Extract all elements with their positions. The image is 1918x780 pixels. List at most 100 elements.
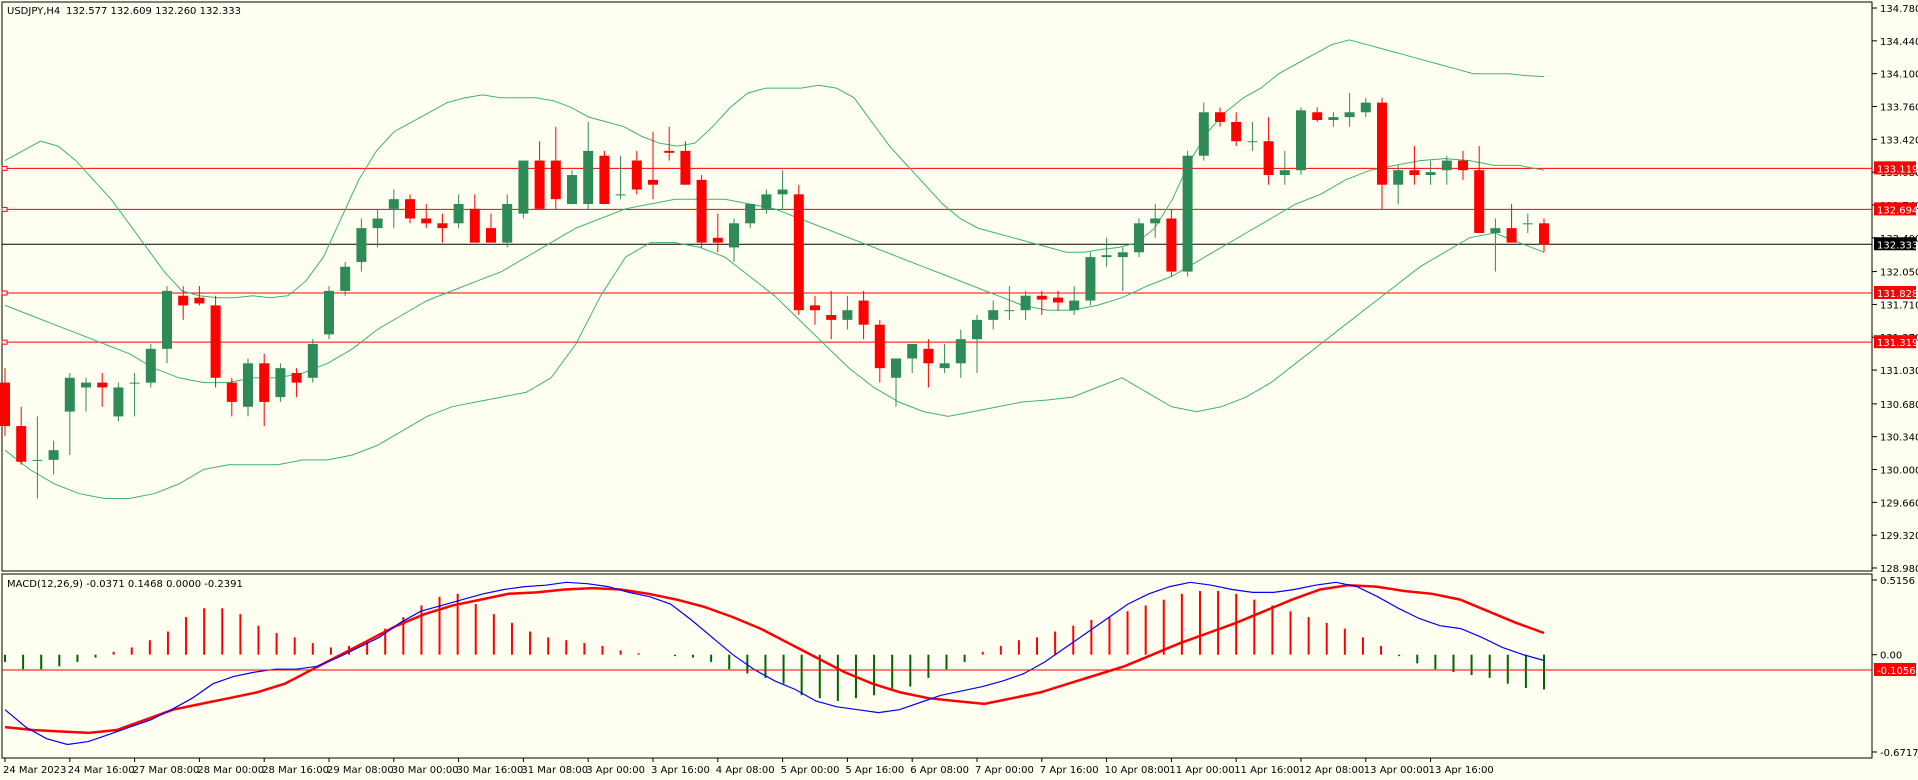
candle-body	[696, 179, 707, 243]
candle-body	[291, 372, 302, 383]
candle-body	[1053, 297, 1063, 303]
candle-body	[1020, 295, 1031, 311]
candle-body	[923, 348, 934, 364]
candle-body	[16, 426, 27, 462]
candle-body	[64, 377, 75, 412]
candle-body	[1344, 112, 1355, 118]
price-level-label: 132.694	[1877, 205, 1918, 216]
candle-body	[712, 237, 723, 243]
price-tick-label: 133.760	[1880, 102, 1918, 113]
candle-body	[1134, 223, 1144, 253]
candle-body	[842, 310, 853, 320]
price-axis: 134.780134.440134.100133.760133.420133.0…	[1872, 4, 1918, 575]
candle-body	[259, 363, 270, 402]
candle-body	[1506, 228, 1517, 243]
price-tick-label: 130.680	[1880, 400, 1918, 411]
price-tick-label: 129.660	[1880, 498, 1918, 509]
candle-body	[437, 223, 448, 229]
price-level-tag	[1874, 335, 1916, 349]
current-price-tag	[1874, 237, 1916, 251]
time-tick-label: 4 Apr 08:00	[716, 765, 775, 776]
header-symbol: USDJPY,H4	[7, 6, 60, 17]
candle-body	[858, 300, 869, 325]
candle-body	[891, 358, 901, 378]
candle-body	[518, 160, 529, 214]
time-tick-label: 11 Apr 00:00	[1169, 765, 1234, 776]
candle-body	[1522, 223, 1533, 225]
candle-body	[194, 297, 205, 304]
price-tick-label: 130.340	[1880, 433, 1918, 444]
macd-tick-label: 0.00	[1880, 651, 1902, 662]
candle-body	[615, 194, 626, 196]
candle-body	[1474, 170, 1485, 233]
candle-body	[1085, 257, 1096, 301]
candle-body	[972, 319, 982, 340]
candle-body	[1182, 155, 1193, 272]
candle-body	[567, 175, 577, 204]
candle-body	[1101, 255, 1112, 258]
time-tick-label: 31 Mar 08:00	[521, 765, 588, 776]
time-tick-label: 3 Apr 16:00	[651, 765, 710, 776]
candlesticks	[0, 92, 1549, 499]
candle-body	[356, 228, 367, 262]
price-tick-label: 133.420	[1880, 135, 1918, 146]
price-tick-label: 129.320	[1880, 531, 1918, 542]
candle-body	[1069, 300, 1080, 311]
candle-body	[307, 344, 318, 378]
candle-body	[1166, 218, 1177, 272]
candle-body	[1247, 141, 1258, 143]
current-price-label: 132.333	[1877, 240, 1918, 251]
candle-body	[145, 348, 156, 383]
candle-body	[664, 150, 675, 153]
candle-body	[761, 194, 772, 209]
macd-axis: 0.5156 0.00 -0.6717 -0.1056	[2, 576, 1918, 759]
header-ohlc: 132.577 132.609 132.260 132.333	[66, 6, 241, 17]
candle-body	[1328, 117, 1339, 120]
time-tick-label: 7 Apr 00:00	[975, 765, 1034, 776]
candle-body	[324, 290, 334, 335]
candle-body	[162, 290, 172, 349]
candle-body	[826, 315, 837, 320]
candle-body	[486, 228, 496, 243]
price-level-handle	[1, 165, 8, 171]
candle-body	[680, 150, 691, 185]
candle-body	[97, 382, 108, 388]
candle-body	[275, 368, 286, 398]
candle-body	[1296, 110, 1306, 171]
time-tick-label: 6 Apr 08:00	[910, 765, 969, 776]
candle-body	[907, 344, 918, 359]
price-level-handle	[1, 290, 8, 296]
price-level-tag	[1874, 202, 1916, 216]
time-tick-label: 12 Apr 08:00	[1299, 765, 1364, 776]
candle-body	[1539, 223, 1549, 245]
candle-body	[810, 305, 820, 311]
macd-histogram	[4, 590, 1545, 702]
time-tick-label: 27 Mar 08:00	[133, 765, 200, 776]
macd-level-label: -0.1056	[1877, 666, 1916, 677]
price-tick-label: 134.440	[1880, 37, 1918, 48]
candle-body	[729, 223, 739, 248]
price-levels	[1, 165, 1872, 345]
time-tick-label: 10 Apr 08:00	[1105, 765, 1170, 776]
time-tick-label: 5 Apr 00:00	[781, 765, 840, 776]
candle-body	[583, 150, 594, 204]
macd-lines	[4, 581, 1545, 746]
bollinger-upper	[4, 39, 1545, 299]
price-level-tag	[1874, 161, 1916, 175]
candle-body	[1198, 112, 1209, 156]
candle-body	[48, 450, 59, 460]
candle-body	[1377, 102, 1387, 185]
candle-body	[226, 382, 237, 402]
time-tick-label: 28 Mar 00:00	[197, 765, 264, 776]
candle-body	[874, 324, 885, 369]
candle-body	[1004, 310, 1015, 312]
time-tick-label: 11 Apr 16:00	[1234, 765, 1299, 776]
price-tick-label: 132.050	[1880, 268, 1918, 279]
time-tick-label: 7 Apr 16:00	[1040, 765, 1099, 776]
candle-body	[534, 160, 545, 209]
candle-body	[1231, 121, 1242, 142]
candle-body	[0, 382, 10, 427]
time-tick-label: 30 Mar 00:00	[392, 765, 459, 776]
price-level-handle	[1, 339, 8, 345]
